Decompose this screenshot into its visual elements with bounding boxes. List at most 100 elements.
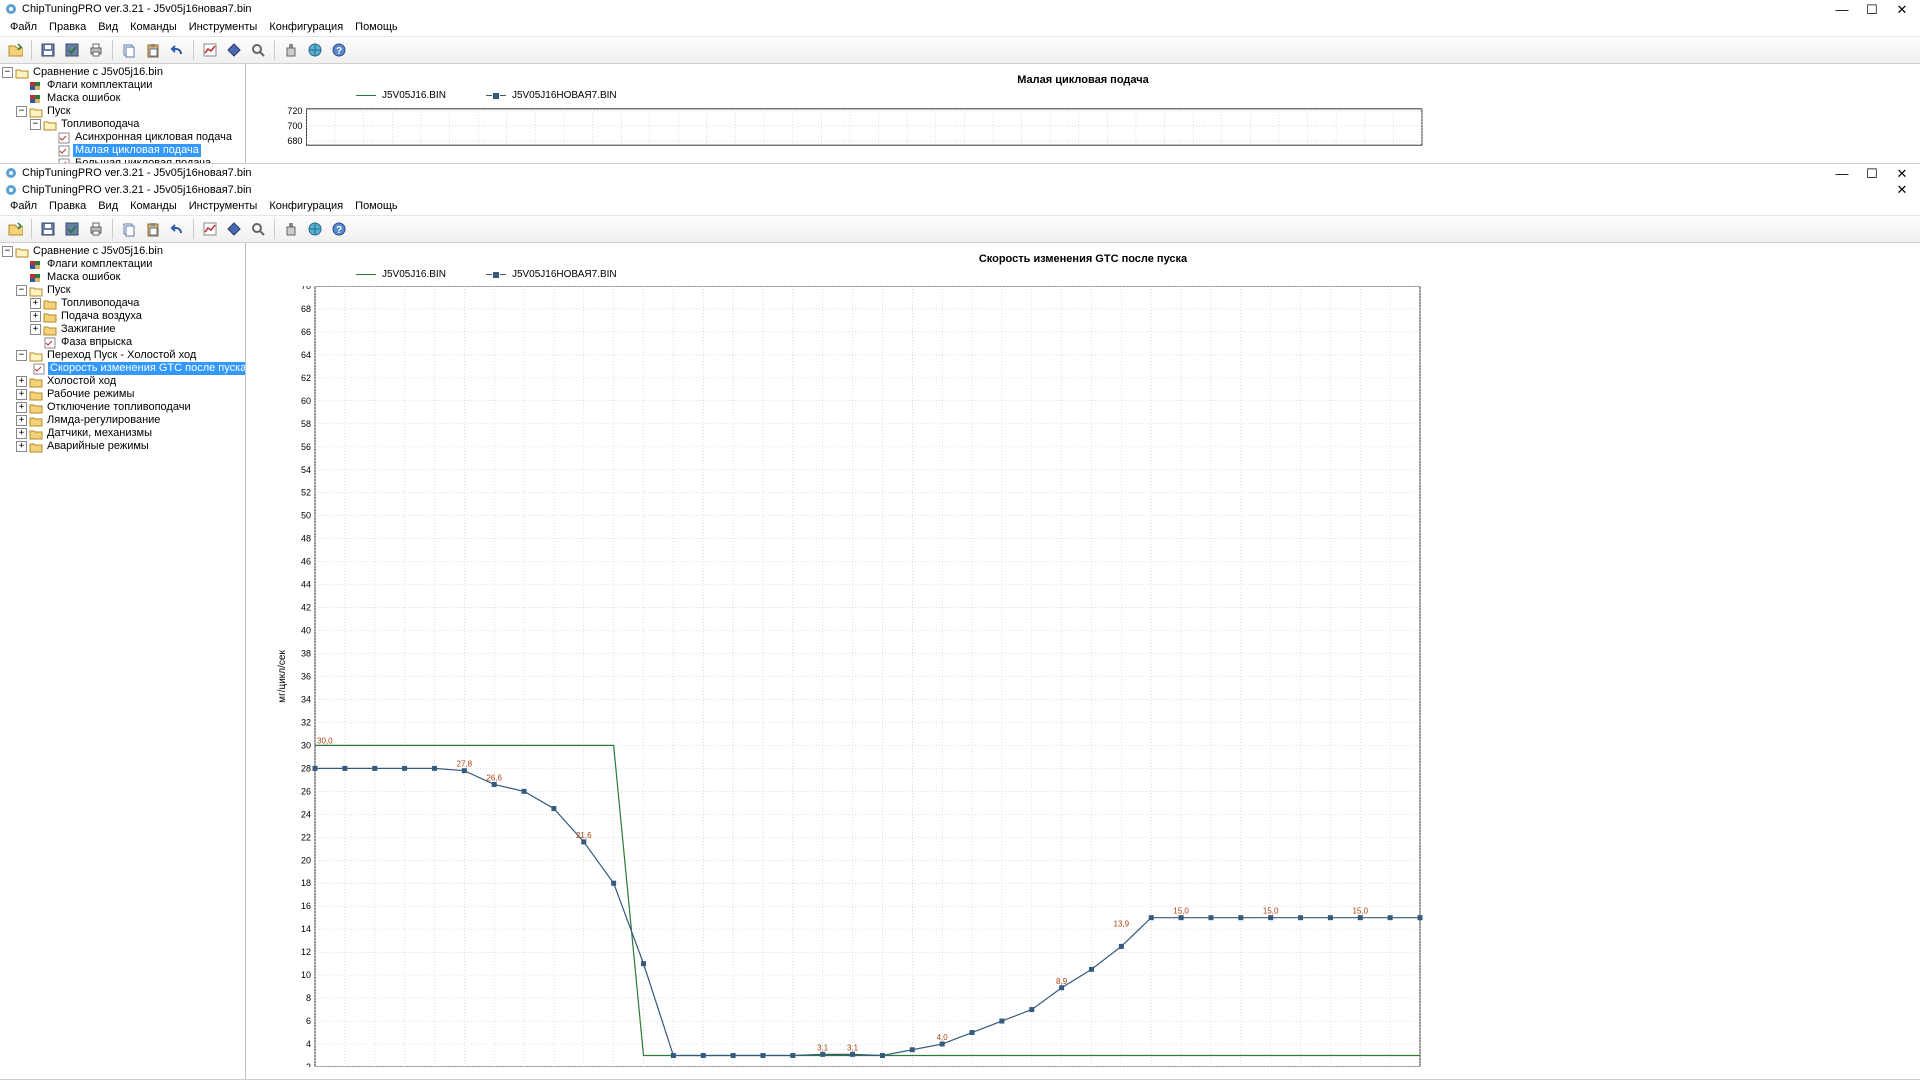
tree-expander[interactable]: +: [16, 389, 27, 400]
tree-item[interactable]: +Подача воздуха: [30, 310, 245, 323]
tree-expander[interactable]: +: [16, 415, 27, 426]
search-icon[interactable]: [247, 218, 269, 240]
tree-pusk[interactable]: −Пуск: [16, 284, 245, 297]
menu-Инструменты[interactable]: Инструменты: [183, 19, 264, 35]
legend-1: J5V05J16.BIN J5V05J16НОВАЯ7.BIN: [246, 90, 1920, 101]
paste-icon[interactable]: [142, 39, 164, 61]
tree-item[interactable]: + Зажигание: [30, 323, 245, 336]
menu-Инструменты[interactable]: Инструменты: [183, 198, 264, 214]
tree-expander[interactable]: −: [16, 350, 27, 361]
save-check-icon[interactable]: [61, 218, 83, 240]
tree-expander[interactable]: +: [16, 376, 27, 387]
tree-item[interactable]: Маска ошибок: [16, 271, 245, 284]
menu-Помощь[interactable]: Помощь: [349, 19, 404, 35]
tree-leaf-selected[interactable]: Скорость изменения GTC после пуска: [30, 362, 245, 375]
tree-label: Маска ошибок: [45, 92, 122, 105]
copy-icon[interactable]: [118, 39, 140, 61]
tree-icon: [29, 106, 43, 118]
copy-icon[interactable]: [118, 218, 140, 240]
svg-text:4: 4: [306, 1039, 311, 1049]
tool-icon[interactable]: [280, 39, 302, 61]
search-icon[interactable]: [247, 39, 269, 61]
print-icon[interactable]: [85, 218, 107, 240]
close-button-inner[interactable]: ✕: [1894, 182, 1910, 198]
diamond-icon[interactable]: [223, 218, 245, 240]
tree-root[interactable]: −Сравнение с J5v05j16.bin: [2, 66, 245, 79]
undo-icon[interactable]: [166, 39, 188, 61]
tree-expander[interactable]: +: [30, 324, 41, 335]
globe-icon[interactable]: [304, 218, 326, 240]
help-icon[interactable]: ?: [328, 218, 350, 240]
menu-Правка[interactable]: Правка: [43, 19, 92, 35]
diamond-icon[interactable]: [223, 39, 245, 61]
titlebar-1: ChipTuningPRO ver.3.21 - J5v05j16новая7.…: [0, 0, 1920, 18]
tree-expander[interactable]: −: [2, 246, 13, 257]
svg-text:8: 8: [306, 993, 311, 1003]
svg-text:4,0: 4,0: [937, 1033, 949, 1042]
tree-expander[interactable]: +: [16, 402, 27, 413]
svg-text:70: 70: [301, 286, 311, 291]
tree-item[interactable]: Фаза впрыска: [30, 336, 245, 349]
tree-expander[interactable]: +: [30, 311, 41, 322]
tree-item[interactable]: +Холостой ход: [16, 375, 245, 388]
menu-Вид[interactable]: Вид: [92, 198, 124, 214]
tree-expander[interactable]: −: [16, 285, 27, 296]
undo-icon[interactable]: [166, 218, 188, 240]
tree-expander[interactable]: −: [16, 106, 27, 117]
svg-text:12: 12: [301, 947, 311, 957]
minimize-button[interactable]: —: [1834, 165, 1850, 181]
tree-icon: [43, 324, 57, 336]
globe-icon[interactable]: [304, 39, 326, 61]
menu-Файл[interactable]: Файл: [4, 19, 43, 35]
tree-item[interactable]: Маска ошибок: [16, 92, 245, 105]
menu-Конфигурация[interactable]: Конфигурация: [263, 19, 349, 35]
menu-Файл[interactable]: Файл: [4, 198, 43, 214]
print-icon[interactable]: [85, 39, 107, 61]
menu-Вид[interactable]: Вид: [92, 19, 124, 35]
tree-expander[interactable]: −: [2, 67, 13, 78]
save-check-icon[interactable]: [61, 39, 83, 61]
tree-expander[interactable]: +: [16, 441, 27, 452]
menu-Конфигурация[interactable]: Конфигурация: [263, 198, 349, 214]
tree-item[interactable]: +Топливоподача: [30, 297, 245, 310]
tool-icon[interactable]: [280, 218, 302, 240]
tree-item[interactable]: +Лямда-регулирование: [16, 414, 245, 427]
maximize-button[interactable]: ☐: [1864, 165, 1880, 181]
tree-pusk[interactable]: −Пуск: [16, 105, 245, 118]
tree-label: Зажигание: [59, 323, 118, 336]
tree-expander[interactable]: +: [30, 298, 41, 309]
tree-toplivo[interactable]: −Топливоподача: [30, 118, 245, 131]
tree-root[interactable]: −Сравнение с J5v05j16.bin: [2, 245, 245, 258]
menu-Команды[interactable]: Команды: [124, 198, 183, 214]
tree-expander[interactable]: +: [16, 428, 27, 439]
save-icon[interactable]: [37, 218, 59, 240]
tree-item[interactable]: +Рабочие режимы: [16, 388, 245, 401]
tree-expander[interactable]: −: [30, 119, 41, 130]
tree-leaf[interactable]: Большая цикловая подача: [44, 157, 245, 163]
tree-item[interactable]: Флаги комплектации: [16, 79, 245, 92]
tree-panel-1[interactable]: −Сравнение с J5v05j16.binФлаги комплекта…: [0, 64, 246, 163]
tree-panel-2[interactable]: −Сравнение с J5v05j16.binФлаги комплекта…: [0, 243, 246, 1079]
open-icon[interactable]: [4, 39, 26, 61]
tree-item[interactable]: +Аварийные режимы: [16, 440, 245, 453]
menu-Команды[interactable]: Команды: [124, 19, 183, 35]
tree-item[interactable]: +Отключение топливоподачи: [16, 401, 245, 414]
help-icon[interactable]: ?: [328, 39, 350, 61]
tree-leaf[interactable]: Малая цикловая подача: [44, 144, 245, 157]
tree-item[interactable]: +Датчики, механизмы: [16, 427, 245, 440]
tree-leaf[interactable]: Асинхронная цикловая подача: [44, 131, 245, 144]
menu-Правка[interactable]: Правка: [43, 198, 92, 214]
tree-item[interactable]: Флаги комплектации: [16, 258, 245, 271]
maximize-button[interactable]: ☐: [1864, 1, 1880, 17]
menu-Помощь[interactable]: Помощь: [349, 198, 404, 214]
tree-perehod[interactable]: −Переход Пуск - Холостой ход: [16, 349, 245, 362]
close-button[interactable]: ✕: [1894, 165, 1910, 181]
chart-icon[interactable]: [199, 39, 221, 61]
minimize-button[interactable]: —: [1834, 1, 1850, 17]
save-icon[interactable]: [37, 39, 59, 61]
chart-icon[interactable]: [199, 218, 221, 240]
paste-icon[interactable]: [142, 218, 164, 240]
close-button[interactable]: ✕: [1894, 1, 1910, 17]
tree-icon: [43, 337, 57, 349]
open-icon[interactable]: [4, 218, 26, 240]
